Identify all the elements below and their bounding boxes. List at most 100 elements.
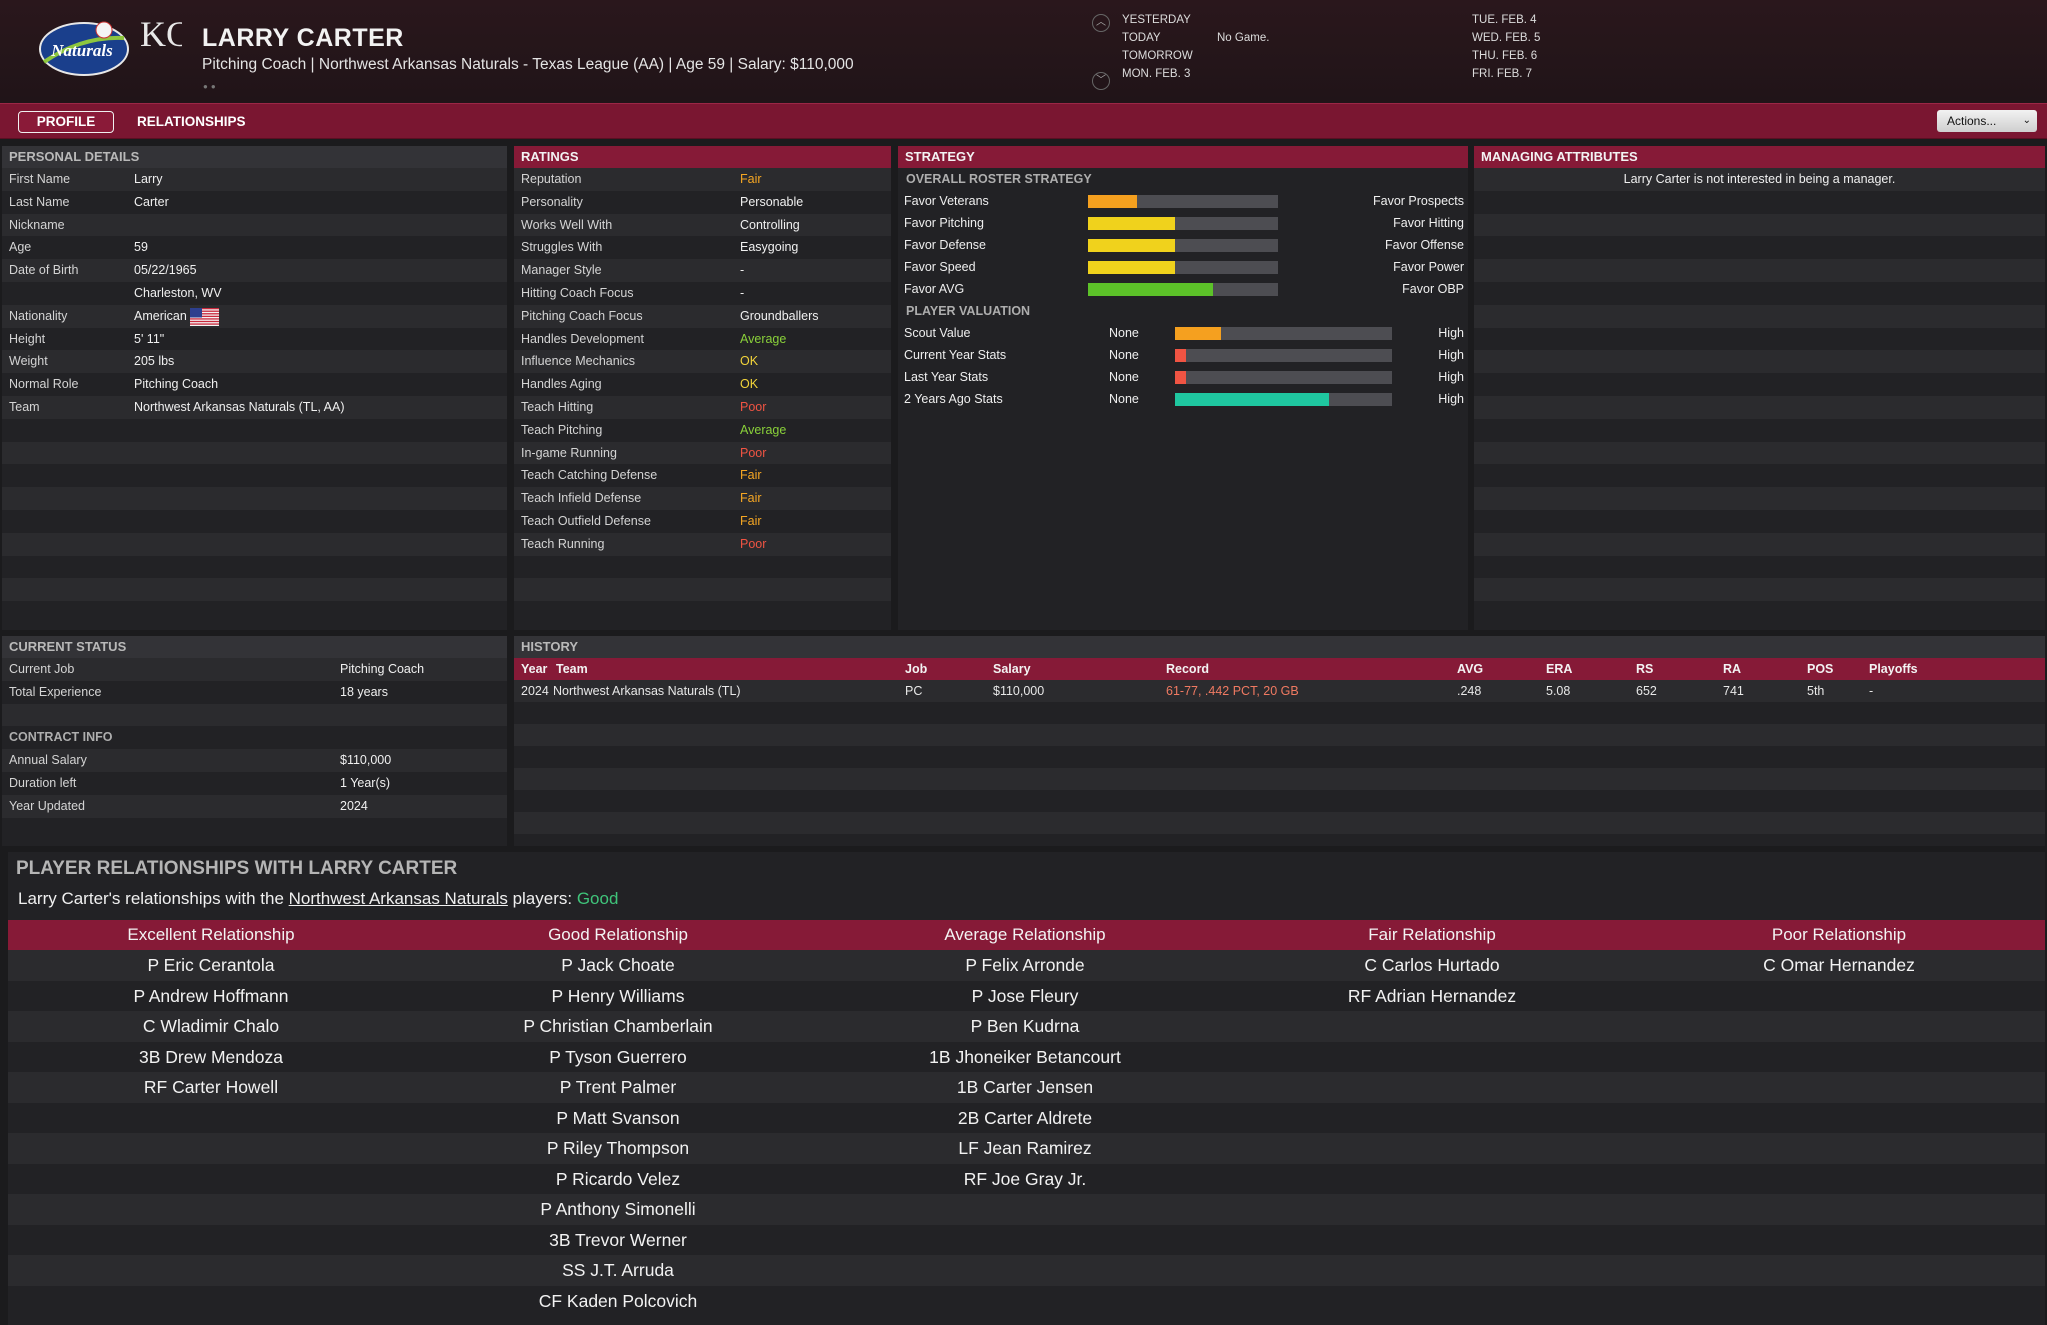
player-link[interactable]: P Christian Chamberlain: [523, 1016, 713, 1036]
player-link[interactable]: P Ben Kudrna: [970, 1016, 1080, 1036]
roster-strategy-row[interactable]: Favor Veterans Favor Prospects: [898, 190, 1468, 212]
player-link[interactable]: RF Joe Gray Jr.: [963, 1168, 1087, 1189]
player-link[interactable]: P Henry Williams: [551, 985, 685, 1006]
schedule-up-button[interactable]: ︿: [1092, 14, 1110, 32]
player-link[interactable]: P Jose Fleury: [971, 985, 1079, 1006]
ratings-title: RATINGS: [514, 146, 891, 168]
history-column-header[interactable]: RA: [1723, 662, 1742, 676]
player-link[interactable]: RF Carter Howell: [143, 1077, 279, 1097]
player-link[interactable]: P Tyson Guerrero: [549, 1046, 687, 1067]
schedule-date[interactable]: WED. FEB. 5: [1472, 32, 1541, 44]
managing-attributes-panel: MANAGING ATTRIBUTES Larry Carter is not …: [1474, 146, 2045, 630]
player-link[interactable]: RF Adrian Hernandez: [1347, 985, 1517, 1006]
history-cell-avg: .248: [1457, 684, 1482, 698]
valuation-slider[interactable]: [1175, 327, 1392, 340]
player-link[interactable]: P Anthony Simonelli: [540, 1199, 696, 1219]
detail-label: Age: [9, 240, 32, 255]
player-link[interactable]: P Jack Choate: [561, 955, 675, 975]
schedule-date[interactable]: FRI. FEB. 7: [1472, 68, 1533, 80]
valuation-slider[interactable]: [1175, 393, 1392, 406]
strategy-slider[interactable]: [1088, 283, 1278, 296]
roster-strategy-row[interactable]: Favor Pitching Favor Hitting: [898, 212, 1468, 234]
rating-row: Handles Aging OK: [514, 373, 891, 396]
empty-row: [514, 768, 2045, 790]
rating-label: Teach Hitting: [521, 399, 594, 414]
rating-value: Poor: [740, 536, 767, 551]
rating-value: Easygoing: [740, 240, 799, 255]
player-link[interactable]: CF Kaden Polcovich: [538, 1290, 698, 1311]
player-link[interactable]: 1B Carter Jensen: [956, 1077, 1094, 1097]
strategy-slider[interactable]: [1088, 195, 1278, 208]
player-link[interactable]: P Matt Svanson: [556, 1107, 680, 1128]
schedule-date[interactable]: TUE. FEB. 4: [1472, 14, 1537, 26]
history-column-header[interactable]: Team: [556, 662, 588, 676]
strategy-slider-fill: [1088, 217, 1176, 230]
player-link[interactable]: P Ricardo Velez: [555, 1168, 681, 1189]
schedule-row[interactable]: TOMORROW: [1122, 50, 1317, 66]
player-link[interactable]: 3B Trevor Werner: [549, 1229, 687, 1250]
roster-strategy-title: OVERALL ROSTER STRATEGY: [906, 172, 1092, 186]
tab-profile[interactable]: PROFILE: [18, 111, 114, 133]
empty-row: [1474, 350, 2045, 374]
valuation-row[interactable]: Last Year Stats None High: [898, 366, 1468, 388]
rating-label: Teach Pitching: [521, 422, 603, 437]
detail-value: Charleston, WV: [134, 285, 222, 300]
roster-strategy-row[interactable]: Favor Defense Favor Offense: [898, 234, 1468, 256]
player-link[interactable]: C Omar Hernandez: [1763, 955, 1915, 975]
strategy-slider[interactable]: [1088, 239, 1278, 252]
history-column-header[interactable]: Record: [1166, 662, 1210, 676]
player-link[interactable]: 2B Carter Aldrete: [957, 1107, 1093, 1128]
player-link[interactable]: P Felix Arronde: [965, 955, 1085, 975]
strategy-right-label: Favor Offense: [1385, 238, 1464, 252]
history-column-header[interactable]: Job: [905, 662, 928, 676]
valuation-row[interactable]: Current Year Stats None High: [898, 344, 1468, 366]
player-link[interactable]: P Andrew Hoffmann: [133, 985, 289, 1006]
player-link[interactable]: C Wladimir Chalo: [142, 1016, 280, 1036]
history-column-header[interactable]: Salary: [993, 662, 1031, 676]
actions-dropdown[interactable]: Actions... ⌄: [1937, 110, 2037, 132]
history-column-header[interactable]: RS: [1636, 662, 1654, 676]
schedule-row[interactable]: YESTERDAY: [1122, 14, 1317, 30]
history-cell-job: PC: [905, 684, 923, 698]
player-link[interactable]: P Eric Cerantola: [147, 955, 275, 975]
rating-value: Controlling: [740, 217, 800, 232]
strategy-slider[interactable]: [1088, 217, 1278, 230]
player-link[interactable]: C Carlos Hurtado: [1364, 955, 1500, 975]
player-link[interactable]: 1B Jhoneiker Betancourt: [929, 1046, 1121, 1067]
tab-relationships[interactable]: RELATIONSHIPS: [137, 114, 246, 129]
strategy-slider[interactable]: [1088, 261, 1278, 274]
player-link[interactable]: SS J.T. Arruda: [562, 1260, 674, 1280]
valuation-row[interactable]: 2 Years Ago Stats None High: [898, 388, 1468, 410]
player-link[interactable]: LF Jean Ramirez: [958, 1138, 1092, 1158]
history-column-header[interactable]: POS: [1807, 662, 1834, 676]
status-value: Pitching Coach: [340, 662, 425, 676]
detail-label: Normal Role: [9, 377, 79, 392]
team-link[interactable]: Northwest Arkansas Naturals: [288, 889, 508, 908]
schedule-row[interactable]: MON. FEB. 3: [1122, 68, 1317, 84]
history-column-header[interactable]: Year: [521, 662, 548, 676]
rel-stripe: [8, 1102, 2045, 1133]
player-link[interactable]: P Riley Thompson: [546, 1138, 690, 1158]
valuation-slider[interactable]: [1175, 371, 1392, 384]
personal-details-title: PERSONAL DETAILS: [2, 146, 507, 168]
strategy-left-label: Favor Defense: [904, 238, 986, 252]
us-flag-icon: [190, 307, 219, 326]
roster-strategy-row[interactable]: Favor Speed Favor Power: [898, 256, 1468, 278]
empty-row: [2, 418, 507, 442]
empty-row: [2, 487, 507, 510]
player-link[interactable]: P Trent Palmer: [559, 1077, 677, 1097]
schedule-row[interactable]: TODAY No Game.: [1122, 32, 1317, 48]
schedule-down-button[interactable]: ﹀: [1092, 72, 1110, 90]
history-column-header[interactable]: AVG: [1457, 662, 1484, 676]
history-column-header[interactable]: ERA: [1546, 662, 1573, 676]
history-row[interactable]: 2024 Northwest Arkansas Naturals (TL) PC $1…: [514, 680, 2045, 702]
valuation-row[interactable]: Scout Value None High: [898, 322, 1468, 344]
detail-value: 5' 11": [134, 331, 165, 346]
valuation-slider[interactable]: [1175, 349, 1392, 362]
history-column-header[interactable]: Playoffs: [1869, 662, 1918, 676]
valuation-label: Scout Value: [904, 326, 971, 340]
roster-strategy-row[interactable]: Favor AVG Favor OBP: [898, 278, 1468, 300]
schedule-date[interactable]: THU. FEB. 6: [1472, 50, 1538, 62]
player-link[interactable]: 3B Drew Mendoza: [139, 1046, 283, 1067]
empty-row: [1474, 395, 2045, 419]
